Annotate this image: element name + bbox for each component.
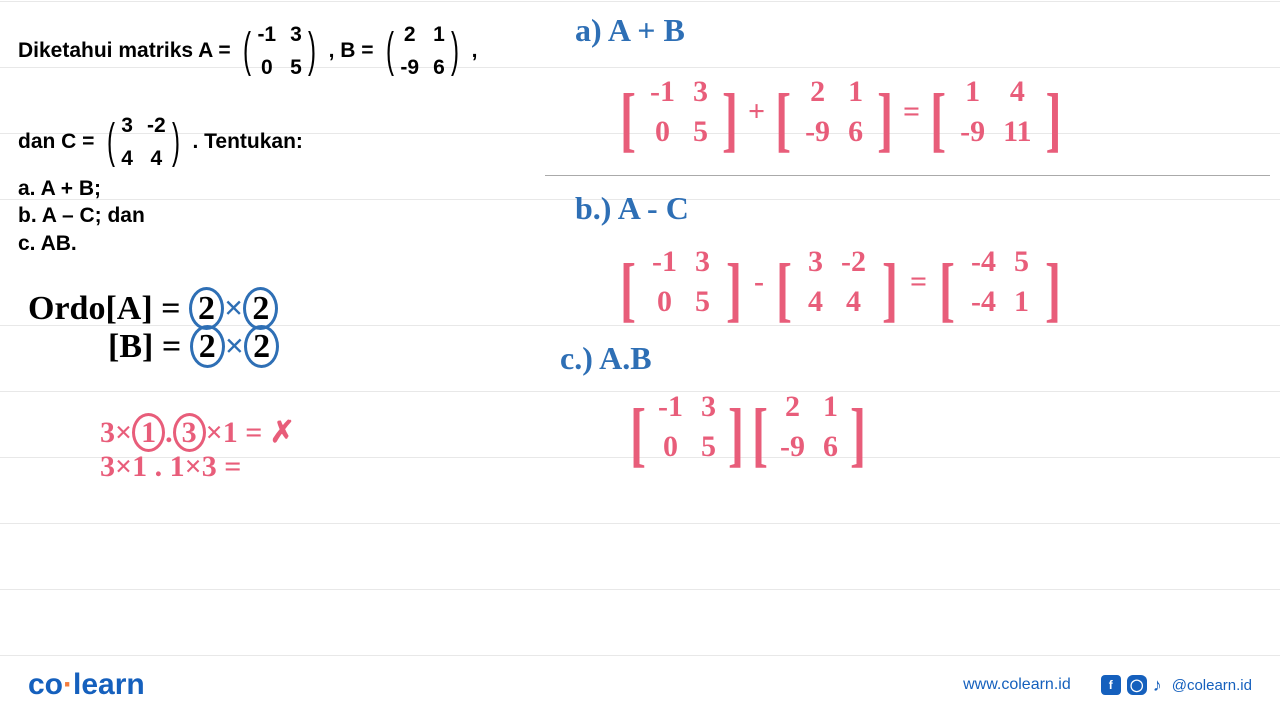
logo-right: learn <box>73 668 145 701</box>
ordo-a-rows: 2 <box>189 287 224 330</box>
matrix-b: ( 2 1 -9 6 ) <box>382 20 462 83</box>
footer-url: www.colearn.id <box>963 676 1071 694</box>
social-handle: @colearn.id <box>1172 677 1252 694</box>
ordo-a-label: Ordo[A] = <box>28 290 181 327</box>
problem-statement: Diketahui matriks A = ( -1 3 0 5 ) , B =… <box>18 20 477 174</box>
ordo-a-cols: 2 <box>243 287 278 330</box>
solution-c-label: c.) A.B <box>560 340 652 377</box>
problem-prefix: Diketahui matriks A = <box>18 39 231 62</box>
problem-line2-suffix: . Tentukan: <box>192 130 302 153</box>
instagram-icon: ◯ <box>1127 675 1147 695</box>
mult-check: 3×1.3×1 = ✗ 3×1 . 1×3 = <box>100 415 295 484</box>
problem-suffix: , <box>472 39 478 62</box>
solution-b-equation: [ -13 05 ] - [ 3-2 44 ] = [ -45 -41 ] <box>620 245 1061 319</box>
solution-b-label: b.) A - C <box>575 190 689 227</box>
ordo-b-label: [B] = <box>108 328 181 365</box>
question-a: a. A + B; <box>18 175 145 202</box>
question-b: b. A – C; dan <box>18 202 145 229</box>
ordo-work: Ordo[A] = 2×2 [B] = 2×2 <box>28 290 279 366</box>
problem-mid: , B = <box>329 39 374 62</box>
tiktok-icon: ♪ <box>1153 675 1162 696</box>
matrix-a: ( -1 3 0 5 ) <box>239 20 319 83</box>
question-list: a. A + B; b. A – C; dan c. AB. <box>18 175 145 257</box>
logo-left: co <box>28 668 63 701</box>
matrix-c: ( 3 -2 4 4 ) <box>103 111 183 174</box>
logo: co·learn <box>28 668 145 702</box>
ordo-b-rows: 2 <box>190 325 225 368</box>
solution-a-label: a) A + B <box>575 12 685 49</box>
problem-line2-prefix: dan C = <box>18 130 94 153</box>
solution-c-equation: [ -13 05 ] [ 21 -96 ] <box>630 390 866 464</box>
solution-a-equation: [ -13 05 ] + [ 21 -96 ] = [ 14 -911 ] <box>620 75 1061 149</box>
facebook-icon: f <box>1101 675 1121 695</box>
footer: co·learn www.colearn.id f ◯ ♪ @colearn.i… <box>0 668 1280 702</box>
socials: f ◯ ♪ @colearn.id <box>1101 675 1252 696</box>
question-c: c. AB. <box>18 230 145 257</box>
ordo-b-cols: 2 <box>244 325 279 368</box>
